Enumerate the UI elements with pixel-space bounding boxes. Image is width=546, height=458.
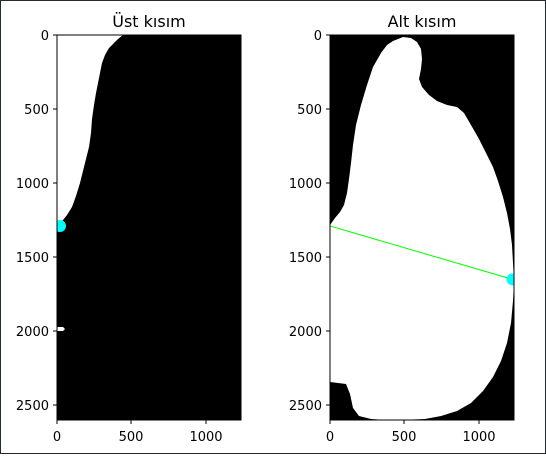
image-area xyxy=(57,35,241,420)
foreground-speck xyxy=(330,327,337,331)
y-tick-label: 500 xyxy=(297,103,322,118)
foreground-region xyxy=(57,35,123,225)
x-axis: 0 500 1000 xyxy=(326,420,496,445)
foreground-speck xyxy=(442,118,454,124)
panel-upper-part: Üst kısım 0 500 1000 1500 2000 250 xyxy=(16,12,242,445)
y-axis: 0 500 1000 1500 2000 2500 xyxy=(289,29,330,414)
foreground-speck xyxy=(57,327,65,331)
y-tick-label: 2000 xyxy=(289,325,322,340)
y-tick-label: 1000 xyxy=(16,177,49,192)
panel-title: Alt kısım xyxy=(388,12,457,31)
y-tick-label: 500 xyxy=(24,103,49,118)
y-tick-label: 1000 xyxy=(289,177,322,192)
panel-lower-part: Alt kısım 0 500 1000 1500 2000 xyxy=(289,12,515,445)
axes-frame xyxy=(329,34,515,421)
image-area xyxy=(330,35,514,420)
panel-title: Üst kısım xyxy=(112,12,185,31)
y-tick-label: 1500 xyxy=(16,251,49,266)
y-tick-label: 0 xyxy=(314,29,322,44)
y-tick-label: 0 xyxy=(41,29,49,44)
x-tick-label: 1000 xyxy=(462,430,495,445)
y-axis: 0 500 1000 1500 2000 2500 xyxy=(16,29,57,414)
y-tick-label: 1500 xyxy=(289,251,322,266)
y-tick-label: 2000 xyxy=(16,325,49,340)
marker-point xyxy=(506,273,514,286)
x-tick-label: 0 xyxy=(53,430,61,445)
x-tick-label: 500 xyxy=(392,430,417,445)
axes-frame xyxy=(56,34,242,421)
x-axis: 0 500 1000 xyxy=(53,420,223,445)
foreground-region xyxy=(330,37,514,420)
x-tick-label: 0 xyxy=(326,430,334,445)
x-tick-label: 1000 xyxy=(189,430,222,445)
marker-point xyxy=(57,220,66,233)
y-tick-label: 2500 xyxy=(16,399,49,414)
y-tick-label: 2500 xyxy=(289,399,322,414)
measurement-line xyxy=(330,225,513,280)
x-tick-label: 500 xyxy=(119,430,144,445)
